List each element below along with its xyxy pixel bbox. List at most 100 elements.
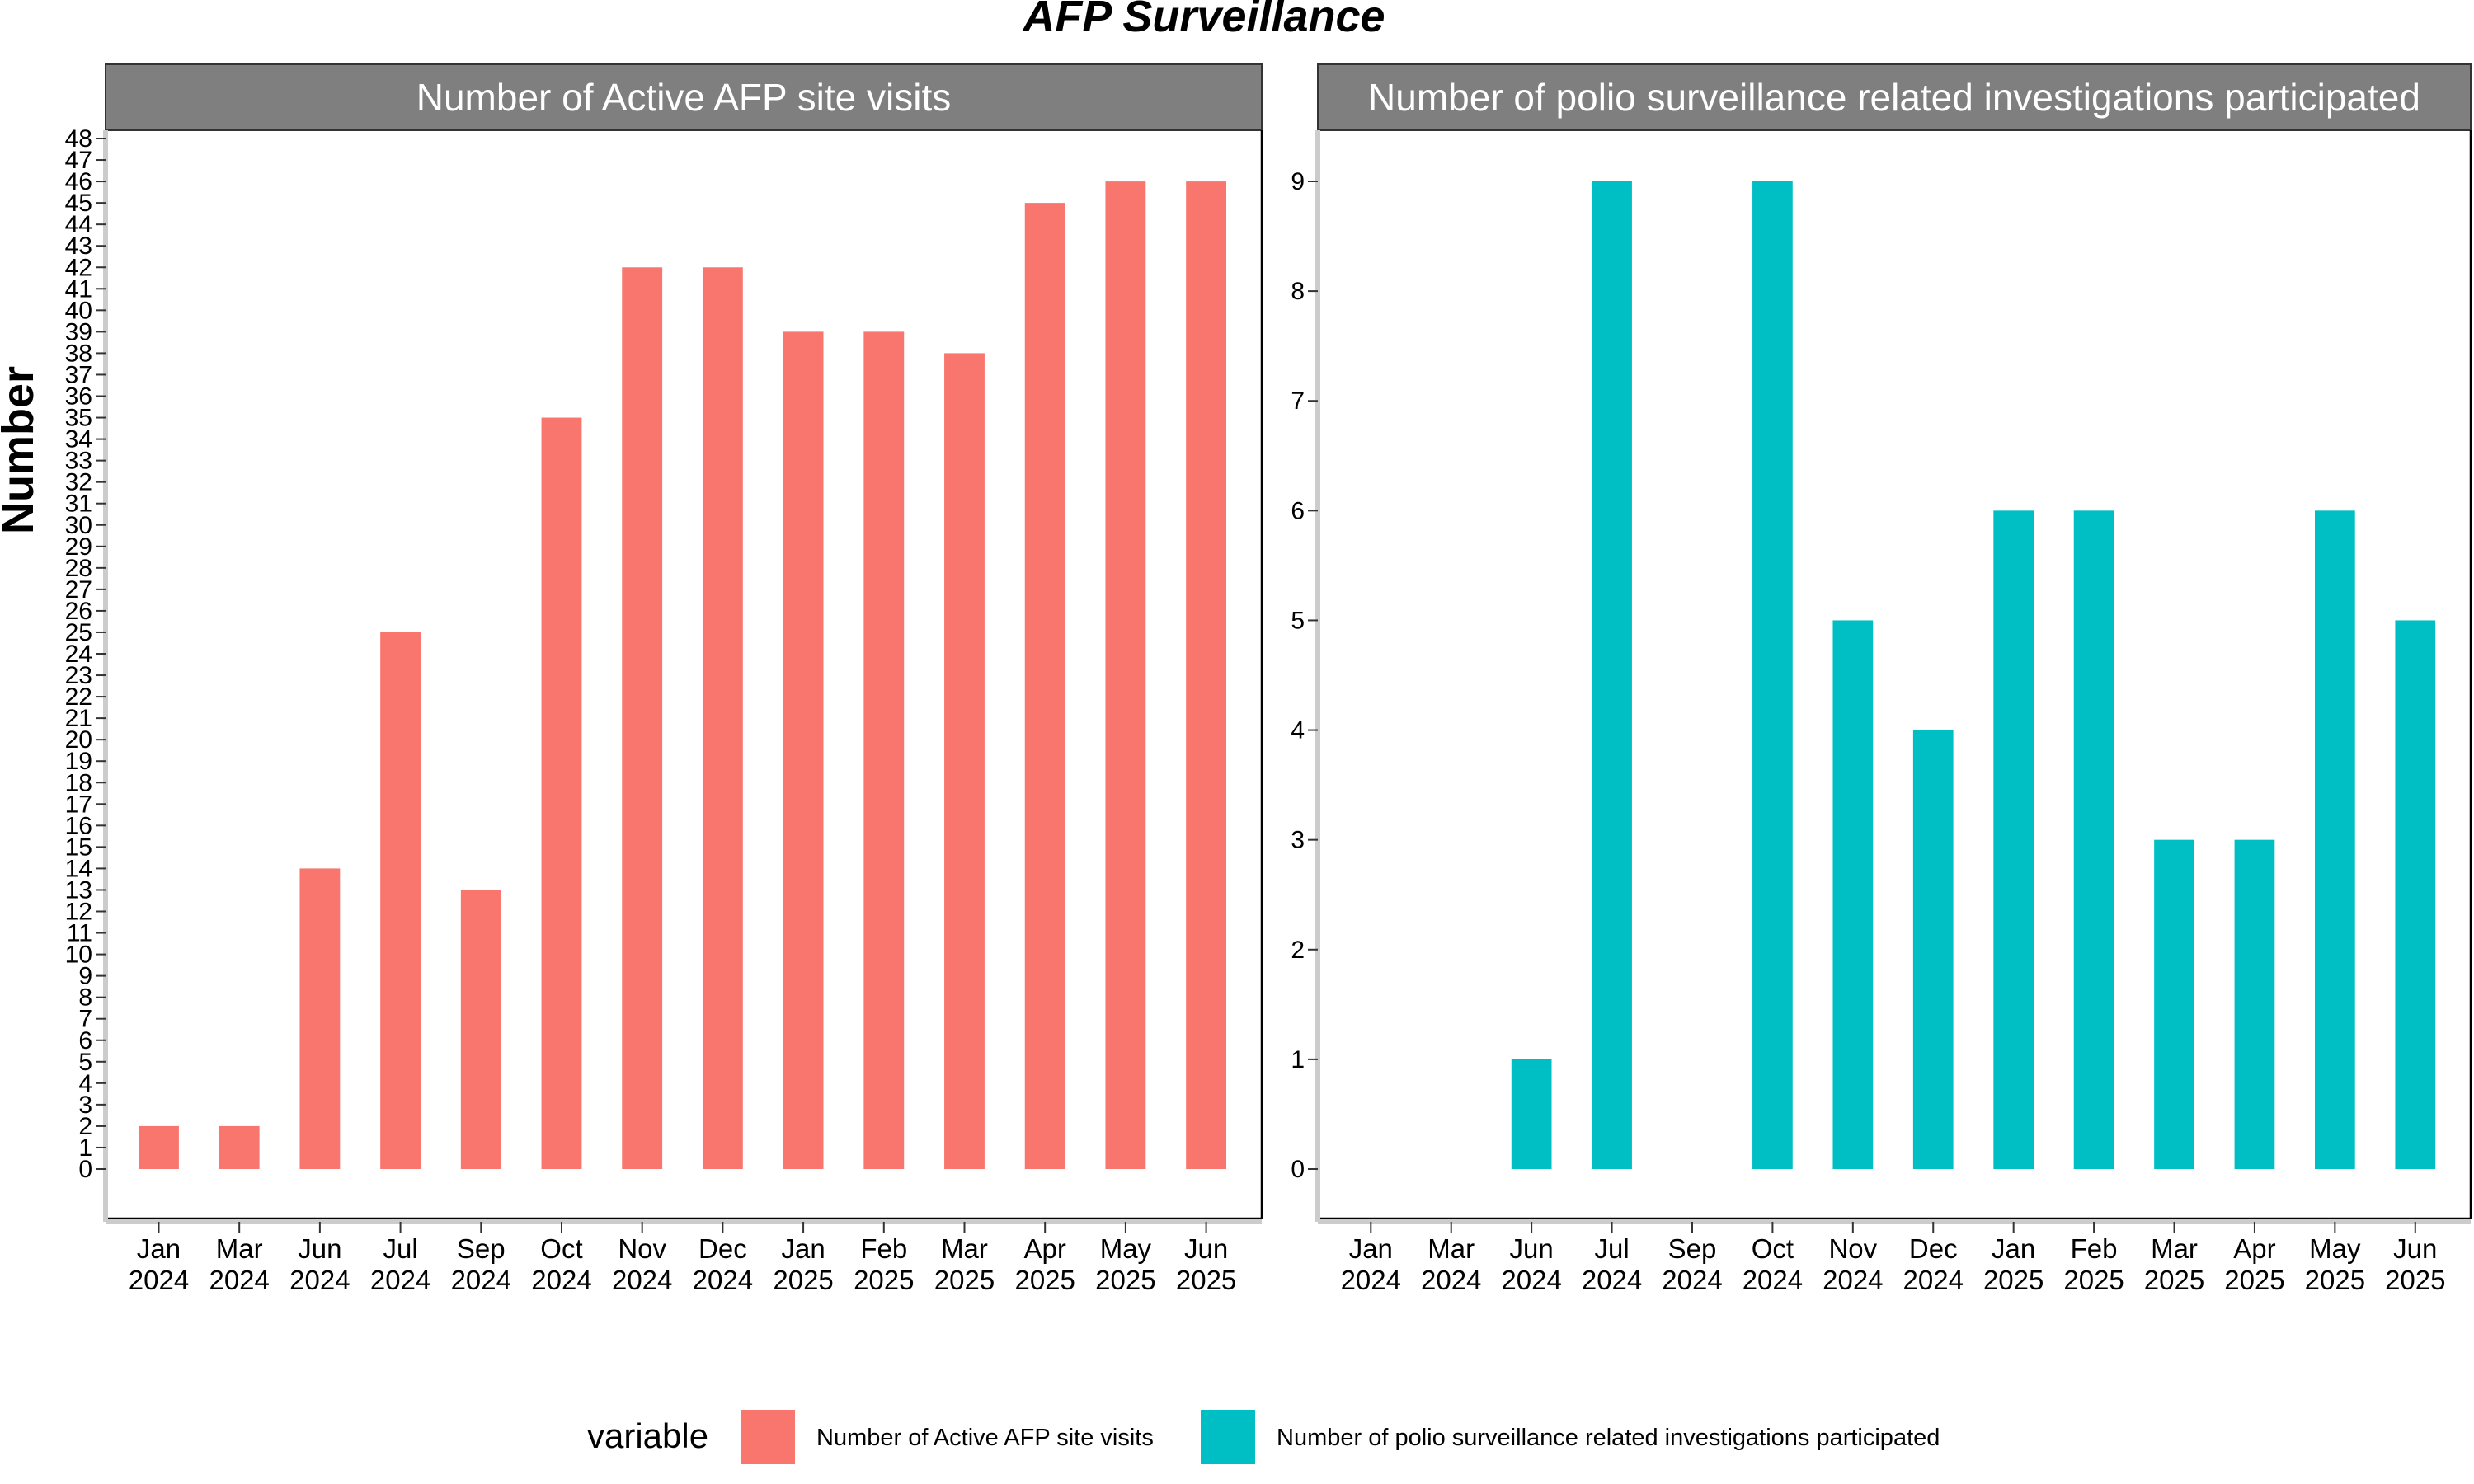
bar (783, 331, 824, 1169)
bar (1993, 510, 2034, 1169)
x-tick-label-year: 2025 (773, 1265, 833, 1295)
x-tick-label-year: 2024 (531, 1265, 591, 1295)
bar (1592, 181, 1632, 1169)
x-tick-label-year: 2025 (854, 1265, 914, 1295)
y-tick-label: 43 (65, 232, 92, 260)
y-tick-label: 0 (78, 1156, 92, 1183)
y-tick-label: 9 (78, 963, 92, 990)
y-tick-label: 15 (65, 834, 92, 861)
bar (702, 267, 743, 1169)
x-tick-label-year: 2025 (2305, 1265, 2365, 1295)
y-tick-label: 9 (1291, 168, 1305, 195)
x-tick-label-month: Nov (618, 1233, 666, 1264)
y-tick-label: 18 (65, 769, 92, 796)
y-tick-label: 11 (67, 920, 92, 947)
x-tick-label-year: 2024 (1903, 1265, 1964, 1295)
x-tick-label-year: 2025 (934, 1265, 995, 1295)
bar (944, 353, 985, 1170)
y-tick-label: 19 (65, 748, 92, 775)
x-tick-label-month: Jan (1992, 1233, 2035, 1264)
x-tick-label-month: Mar (1427, 1233, 1475, 1264)
x-tick-label-month: Jan (781, 1233, 825, 1264)
y-tick-label: 20 (65, 726, 92, 754)
x-tick-label-month: Jun (298, 1233, 341, 1264)
y-tick-label: 30 (65, 512, 92, 539)
legend: variable Number of Active AFP site visits… (587, 1410, 1940, 1464)
y-tick-label: 48 (65, 125, 92, 153)
y-tick-label: 7 (1291, 387, 1305, 415)
x-tick-label-year: 2025 (2385, 1265, 2445, 1295)
legend-label: Number of Active AFP site visits (816, 1425, 1154, 1451)
bar (1024, 203, 1065, 1169)
bar (219, 1125, 260, 1169)
x-tick-label-month: Apr (1024, 1233, 1066, 1264)
y-tick-label: 3 (1291, 827, 1305, 854)
x-tick-label-year: 2024 (1823, 1265, 1883, 1295)
legend-key (741, 1410, 795, 1464)
bar (1186, 181, 1227, 1169)
y-tick-label: 41 (65, 275, 92, 303)
y-tick-label: 28 (65, 555, 92, 582)
bar (1105, 181, 1146, 1169)
y-tick-label: 46 (65, 168, 92, 195)
x-tick-label-month: Jan (1349, 1233, 1393, 1264)
x-tick-label-year: 2024 (209, 1265, 269, 1295)
y-tick-label: 12 (65, 899, 92, 926)
x-tick-label-month: Dec (698, 1233, 747, 1264)
y-tick-label: 8 (78, 984, 92, 1012)
x-tick-label-month: Oct (540, 1233, 582, 1264)
y-tick-label: 23 (65, 662, 92, 689)
panel-2: Number of polio surveillance related inv… (1291, 63, 2472, 1295)
y-tick-label: 22 (65, 683, 92, 711)
bar (299, 868, 341, 1169)
y-tick-label: 38 (65, 340, 92, 367)
x-tick-label-month: Jul (1594, 1233, 1629, 1264)
y-tick-label: 6 (1291, 497, 1305, 524)
y-tick-label: 1 (1291, 1046, 1305, 1073)
bar (2073, 510, 2114, 1169)
x-tick-label-year: 2024 (1421, 1265, 1481, 1295)
x-tick-label-year: 2024 (129, 1265, 189, 1295)
x-tick-label-month: May (2309, 1233, 2361, 1264)
panel-title: Number of polio surveillance related inv… (1368, 76, 2420, 119)
y-tick-label: 29 (65, 533, 92, 561)
y-tick-label: 2 (78, 1113, 92, 1140)
x-tick-label-year: 2024 (1743, 1265, 1803, 1295)
y-tick-label: 5 (78, 1049, 92, 1076)
x-tick-label-year: 2025 (1983, 1265, 2044, 1295)
x-tick-label-year: 2024 (1662, 1265, 1722, 1295)
y-tick-label: 44 (65, 211, 92, 238)
x-tick-label-month: Dec (1909, 1233, 1958, 1264)
x-tick-label-month: Jan (137, 1233, 181, 1264)
x-tick-label-year: 2025 (1014, 1265, 1075, 1295)
y-tick-label: 37 (65, 361, 92, 388)
x-tick-label-month: Sep (457, 1233, 506, 1264)
y-tick-label: 42 (65, 254, 92, 281)
x-tick-label-year: 2025 (2224, 1265, 2284, 1295)
bar (139, 1125, 179, 1169)
x-tick-label-year: 2024 (1501, 1265, 1561, 1295)
y-tick-label: 33 (65, 448, 92, 475)
x-tick-label-year: 2025 (2063, 1265, 2124, 1295)
x-tick-label-year: 2025 (2144, 1265, 2204, 1295)
y-tick-label: 17 (65, 791, 92, 818)
bar (622, 267, 663, 1169)
bar (2395, 620, 2436, 1169)
legend-key (1201, 1410, 1255, 1464)
y-axis-title: Number (0, 366, 43, 534)
y-tick-label: 14 (65, 855, 92, 882)
panel-strip (1317, 63, 2472, 131)
y-tick-label: 39 (65, 318, 92, 345)
y-tick-label: 6 (78, 1027, 92, 1054)
y-tick-label: 27 (65, 576, 92, 603)
x-tick-label-month: Mar (2151, 1233, 2198, 1264)
y-tick-label: 2 (1291, 937, 1305, 964)
y-tick-label: 35 (65, 405, 92, 432)
x-tick-label-month: Feb (860, 1233, 907, 1264)
x-tick-label-month: Jun (1510, 1233, 1554, 1264)
y-tick-label: 24 (65, 641, 92, 668)
y-tick-label: 40 (65, 297, 92, 324)
y-tick-label: 13 (65, 876, 92, 904)
bar (1511, 1059, 1552, 1169)
